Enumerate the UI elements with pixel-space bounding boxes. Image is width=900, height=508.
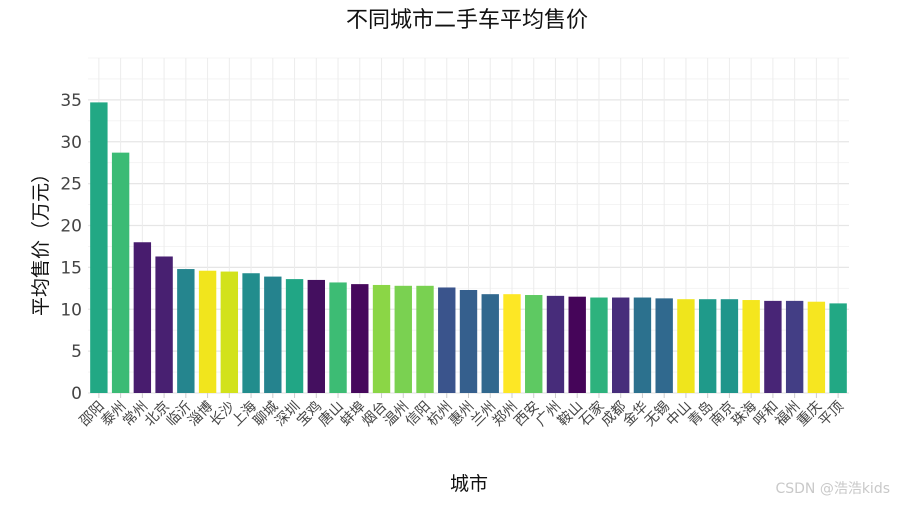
bar-金华 <box>633 297 652 393</box>
y-axis-ticks: 0 5 10 15 20 25 30 35 <box>60 91 82 404</box>
bar-聊城 <box>264 276 282 393</box>
bar-石家 <box>590 297 608 393</box>
bar-中山 <box>677 299 695 393</box>
bar-泰州 <box>111 152 130 393</box>
bar-广州 <box>546 295 565 393</box>
bar-深圳 <box>285 279 304 393</box>
bar-呼和 <box>764 300 782 393</box>
y-axis-label: 平均售价（万元） <box>30 164 52 316</box>
bar-重庆 <box>807 301 826 393</box>
bar-宝鸡 <box>307 279 325 393</box>
bar-西安 <box>525 295 543 393</box>
bar-长沙 <box>220 271 239 393</box>
bar-兰州 <box>481 294 499 393</box>
bar-鞍山 <box>568 296 586 393</box>
bar-郑州 <box>503 294 521 393</box>
bar-临沂 <box>177 269 195 393</box>
x-axis-label: 城市 <box>450 473 488 495</box>
x-tick-label: 平顶 <box>816 399 847 430</box>
y-tick-label: 15 <box>60 258 82 278</box>
bar-福州 <box>785 300 804 393</box>
bar-杭州 <box>438 287 456 393</box>
bar-青岛 <box>698 299 717 393</box>
bar-惠州 <box>459 289 478 393</box>
y-tick-label: 5 <box>71 342 82 362</box>
bar-成都 <box>612 297 630 393</box>
bar-邵阳 <box>90 102 108 393</box>
y-tick-label: 30 <box>60 133 82 153</box>
y-tick-label: 35 <box>60 91 82 111</box>
bar-南京 <box>720 299 739 393</box>
bar-常州 <box>133 242 152 393</box>
bar-北京 <box>155 256 173 393</box>
bar-信阳 <box>416 285 434 393</box>
bars <box>90 102 847 393</box>
bar-淄博 <box>198 270 217 393</box>
y-tick-label: 10 <box>60 300 82 320</box>
x-axis-ticks: 邵阳泰州常州北京临沂淄博长沙上海聊城深圳宝鸡唐山蚌埠烟台温州信阳杭州惠州兰州郑州… <box>77 393 847 430</box>
bar-上海 <box>242 273 260 393</box>
watermark: CSDN @浩浩kids <box>775 481 890 497</box>
bar-无锡 <box>655 298 673 393</box>
bar-烟台 <box>372 284 391 393</box>
y-tick-label: 0 <box>71 384 82 404</box>
y-tick-label: 20 <box>60 217 82 237</box>
bar-蚌埠 <box>351 284 369 393</box>
bar-平顶 <box>829 303 847 393</box>
bar-唐山 <box>329 282 347 393</box>
chart-title: 不同城市二手车平均售价 <box>346 8 588 33</box>
bar-珠海 <box>742 300 760 393</box>
bar-温州 <box>394 285 412 393</box>
y-tick-label: 25 <box>60 175 82 195</box>
